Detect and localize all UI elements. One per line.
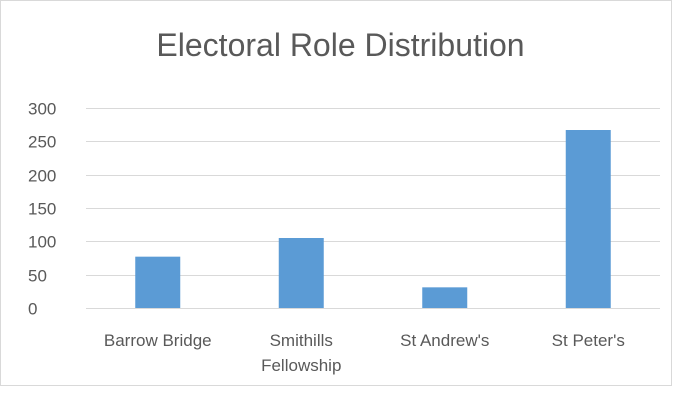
gridlines [86,108,660,276]
y-tick-label: 150 [28,200,56,219]
bar [135,256,181,308]
chart-frame [0,0,672,386]
x-tick-label: Smithills Fellowship [261,331,341,375]
y-tick-label: 100 [28,233,56,252]
y-tick-label: 300 [28,100,56,119]
x-tick-label: Barrow Bridge [104,331,212,350]
x-axis-tick-labels: Barrow Bridge Smithills Fellowship St Andre… [104,331,625,375]
bar [422,287,468,308]
x-tick-label: St Andrew's [400,331,489,350]
y-tick-label: 50 [28,267,47,286]
y-axis-tick-labels: 0 50 100 150 200 250 300 [28,100,56,319]
bars [135,130,611,308]
y-tick-label: 200 [28,167,56,186]
y-tick-label: 0 [28,300,37,319]
bar [278,238,324,308]
x-tick-label: St Peter's [552,331,625,350]
chart-title: Electoral Role Distribution [156,27,525,63]
bar [565,130,611,308]
y-tick-label: 250 [28,133,56,152]
